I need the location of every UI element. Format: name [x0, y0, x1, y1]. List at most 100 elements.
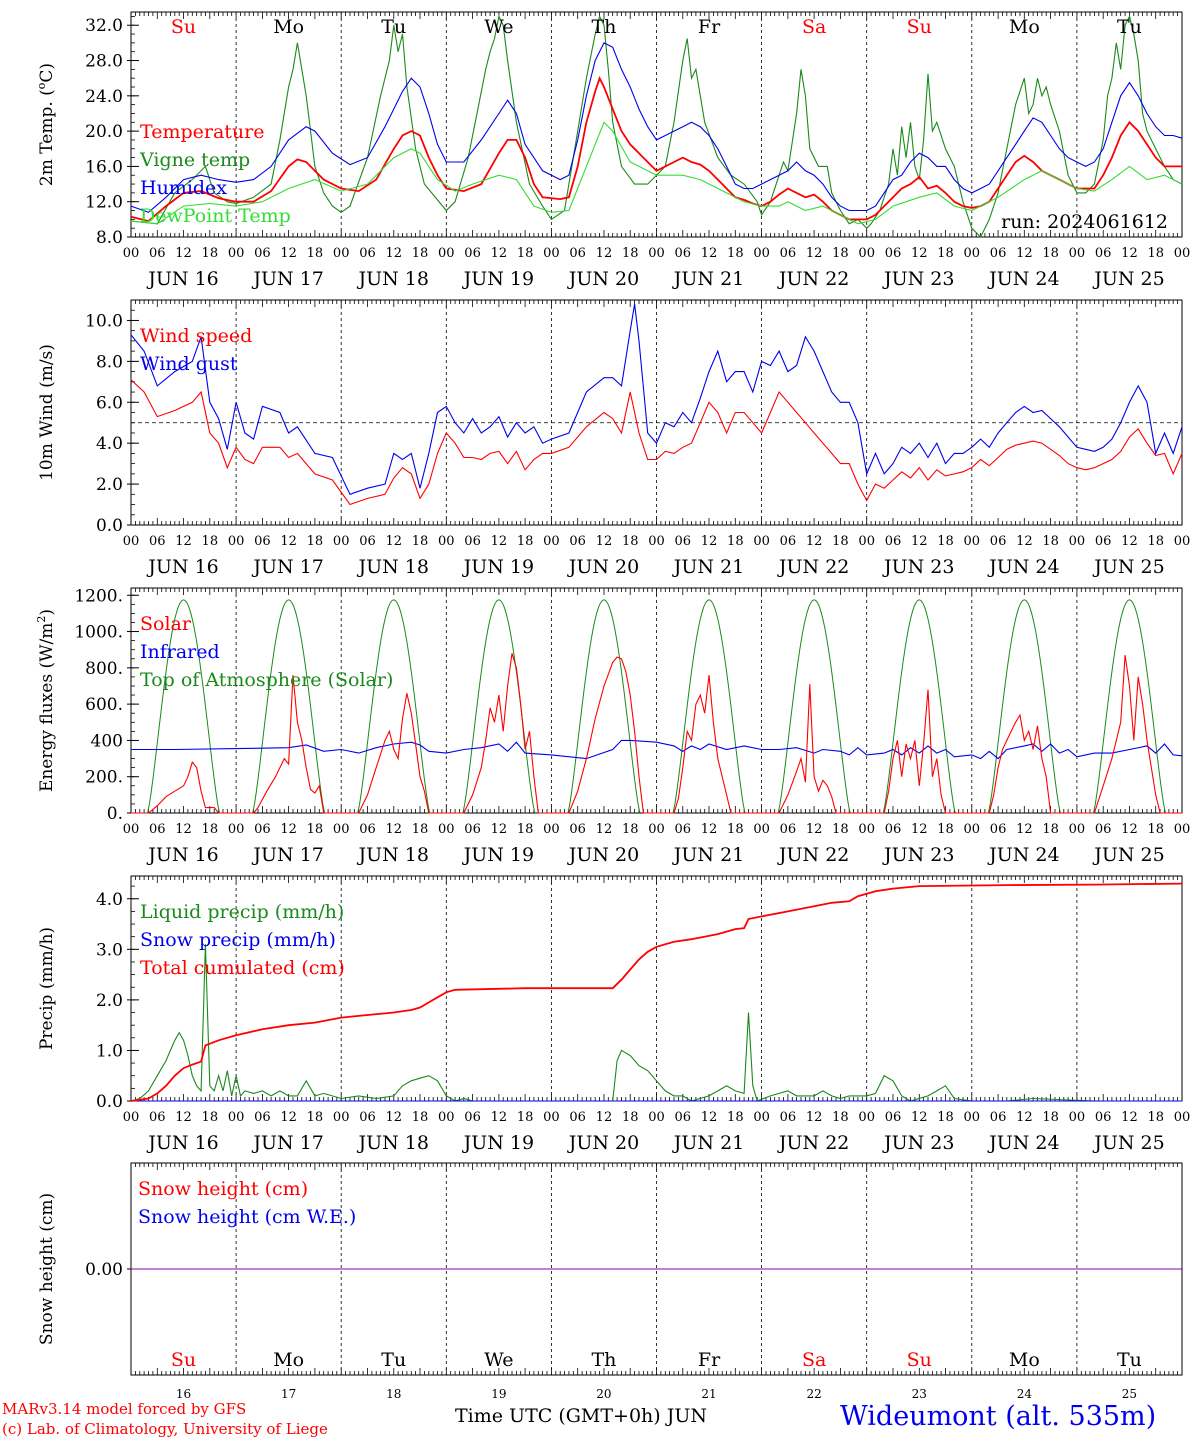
- hour-label: 06: [675, 246, 692, 261]
- hour-label: 12: [385, 534, 402, 549]
- hour-label: 06: [569, 1110, 586, 1125]
- run-label: run: 2024061612: [1001, 211, 1168, 233]
- hour-label: 00: [964, 534, 981, 549]
- series-line-solar: [131, 653, 1182, 814]
- hour-label: 00: [438, 1110, 455, 1125]
- hour-label: 12: [806, 246, 823, 261]
- day-number: 17: [281, 1387, 296, 1401]
- hour-label: 00: [123, 534, 140, 549]
- y-axis-label: 10m Wind (m/s): [37, 344, 57, 481]
- hour-label: 00: [964, 1110, 981, 1125]
- hour-label: 18: [832, 534, 849, 549]
- y-tick-label: 1200.: [74, 586, 123, 606]
- toa-solar-line: [1093, 599, 1166, 814]
- hour-label: 00: [333, 1110, 350, 1125]
- hour-label: 18: [937, 246, 954, 261]
- hour-label: 12: [911, 534, 928, 549]
- hour-label: 06: [675, 822, 692, 837]
- hour-label: 12: [701, 534, 718, 549]
- hour-label: 00: [123, 246, 140, 261]
- weekday-label: We: [484, 1349, 513, 1371]
- legend-entry: Snow height (cm W.E.): [138, 1206, 356, 1228]
- toa-solar-line: [567, 599, 641, 814]
- hour-label: 00: [648, 822, 665, 837]
- date-label: JUN 25: [1092, 844, 1164, 866]
- hour-label: 06: [780, 1110, 797, 1125]
- hour-label: 12: [280, 246, 297, 261]
- y-tick-label: 28.0: [85, 52, 123, 72]
- hour-label: 18: [202, 1110, 219, 1125]
- hour-label: 12: [491, 246, 508, 261]
- legend-entry: Top of Atmosphere (Solar): [140, 669, 393, 691]
- hour-label: 06: [1095, 534, 1112, 549]
- weekday-label: Mo: [1009, 1349, 1040, 1371]
- weekday-label: Fr: [698, 16, 721, 38]
- hour-label: 18: [307, 246, 324, 261]
- hour-label: 18: [517, 246, 534, 261]
- date-label: JUN 20: [567, 844, 639, 866]
- hour-label: 00: [333, 246, 350, 261]
- y-tick-label: 8.0: [96, 352, 123, 372]
- date-label: JUN 22: [777, 844, 849, 866]
- weekday-label: Fr: [698, 1349, 721, 1371]
- hour-label: 12: [911, 822, 928, 837]
- hour-label: 00: [228, 534, 245, 549]
- hour-label: 12: [175, 1110, 192, 1125]
- hour-label: 12: [701, 246, 718, 261]
- date-label: JUN 23: [882, 1132, 954, 1154]
- hour-label: 18: [517, 822, 534, 837]
- y-tick-label: 2.0: [96, 475, 123, 495]
- hour-label: 00: [964, 822, 981, 837]
- hour-label: 12: [911, 246, 928, 261]
- legend-entry: Total cumulated (cm): [140, 957, 345, 979]
- hour-label: 00: [228, 246, 245, 261]
- hour-label: 06: [990, 534, 1007, 549]
- date-label: JUN 18: [357, 1132, 429, 1154]
- hour-label: 18: [412, 534, 429, 549]
- series-line-vigne-temp: [130, 14, 1183, 238]
- weekday-label: Mo: [273, 16, 304, 38]
- hour-label: 06: [254, 1110, 271, 1125]
- hour-label: 06: [254, 822, 271, 837]
- y-tick-label: 0.: [107, 804, 123, 824]
- y-axis-label: Snow height (cm): [37, 1193, 57, 1345]
- date-label: JUN 17: [251, 1132, 323, 1154]
- hour-label: 00: [333, 534, 350, 549]
- hour-label: 18: [517, 534, 534, 549]
- date-label: JUN 24: [987, 1132, 1059, 1154]
- hour-label: 18: [1147, 534, 1164, 549]
- hour-label: 06: [149, 1110, 166, 1125]
- series-line-wind-gust: [130, 304, 1183, 495]
- station-label: Wideumont (alt. 535m): [840, 1401, 1157, 1432]
- hour-label: 00: [543, 246, 560, 261]
- date-label: JUN 16: [146, 1132, 218, 1154]
- hour-label: 06: [780, 246, 797, 261]
- weekday-label: Th: [591, 1349, 616, 1371]
- hour-label: 18: [832, 822, 849, 837]
- hour-label: 00: [858, 246, 875, 261]
- date-label: JUN 17: [251, 844, 323, 866]
- hour-label: 06: [359, 822, 376, 837]
- date-label: JUN 16: [146, 844, 218, 866]
- y-axis-label: 2m Temp. (oC): [35, 63, 57, 186]
- hour-label: 00: [858, 1110, 875, 1125]
- hour-label: 00: [1174, 1110, 1191, 1125]
- hour-label: 12: [1121, 246, 1138, 261]
- hour-label: 00: [438, 246, 455, 261]
- weekday-label: Su: [907, 1349, 932, 1371]
- hour-label: 12: [385, 246, 402, 261]
- lab-credit: (c) Lab. of Climatology, University of L…: [2, 1420, 328, 1438]
- model-credit: MARv3.14 model forced by GFS: [2, 1400, 247, 1418]
- date-label: JUN 22: [777, 268, 849, 290]
- hour-label: 00: [123, 1110, 140, 1125]
- legend-entry: Snow precip (mm/h): [140, 929, 336, 951]
- hour-label: 12: [596, 534, 613, 549]
- hour-label: 18: [202, 822, 219, 837]
- hour-label: 12: [806, 1110, 823, 1125]
- hour-label: 18: [1147, 246, 1164, 261]
- hour-label: 00: [543, 1110, 560, 1125]
- hour-label: 06: [149, 534, 166, 549]
- y-tick-label: 10.0: [85, 311, 123, 331]
- y-tick-label: 20.0: [85, 122, 123, 142]
